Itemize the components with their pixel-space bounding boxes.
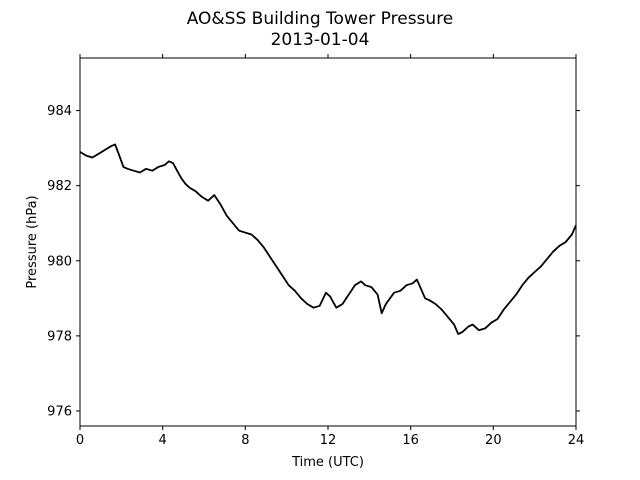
x-tick-label-20: 20 xyxy=(485,433,502,448)
x-tick-label-0: 0 xyxy=(76,433,84,448)
chart-subtitle: 2013-01-04 xyxy=(271,30,370,50)
y-tick-label-980: 980 xyxy=(47,254,72,269)
x-axis: 0 4 8 12 16 20 24 xyxy=(76,54,584,448)
plot-frame xyxy=(79,57,577,427)
y-tick-label-976: 976 xyxy=(47,404,72,419)
y-tick-label-978: 978 xyxy=(47,329,72,344)
x-tick-label-12: 12 xyxy=(320,433,337,448)
x-tick-label-4: 4 xyxy=(159,433,167,448)
y-tick-label-984: 984 xyxy=(47,104,72,119)
x-tick-label-16: 16 xyxy=(402,433,419,448)
x-tick-label-24: 24 xyxy=(568,433,585,448)
y-tick-label-982: 982 xyxy=(47,179,72,194)
chart-title: AO&SS Building Tower Pressure xyxy=(187,9,454,29)
pressure-series-line xyxy=(79,143,577,335)
x-axis-label: Time (UTC) xyxy=(291,455,364,470)
y-axis-label: Pressure (hPa) xyxy=(25,195,40,288)
x-tick-label-8: 8 xyxy=(241,433,249,448)
y-axis: 976 978 980 982 984 xyxy=(47,104,580,419)
